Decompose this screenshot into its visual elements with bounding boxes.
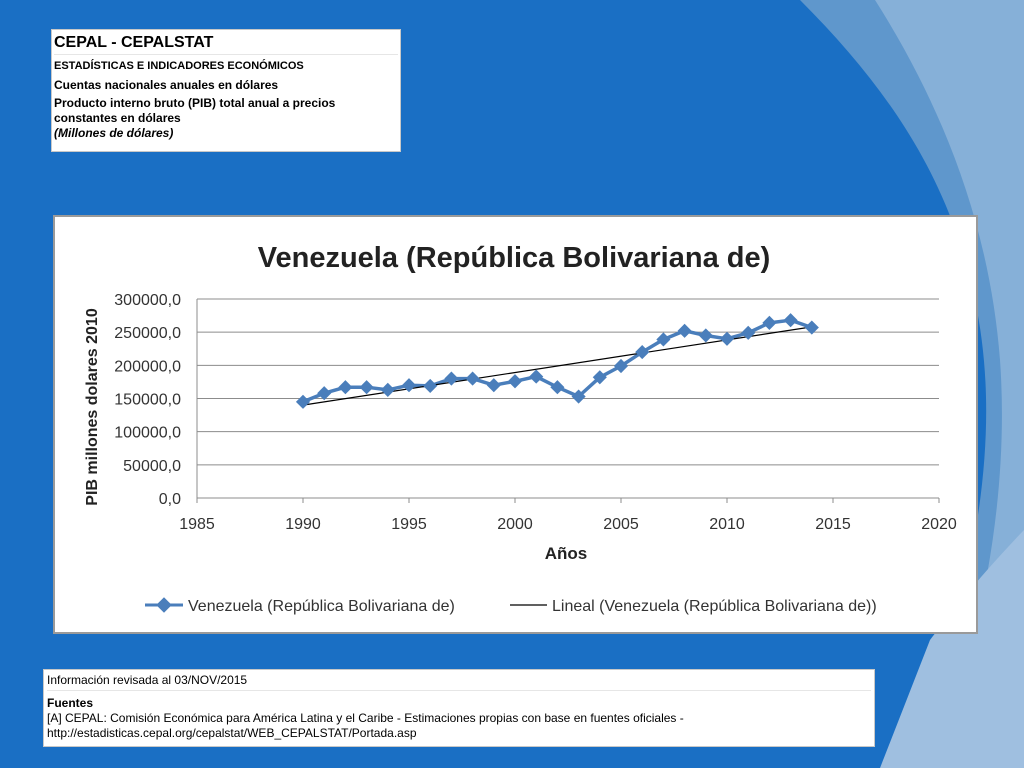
gdp-chart: 0,0 50000,0 100000,0 150000,0 200000,0 250000…	[53, 215, 978, 634]
x-tick-label: 2005	[603, 516, 639, 533]
data-point-marker	[741, 325, 756, 340]
header-title: CEPAL - CEPALSTAT	[54, 32, 398, 55]
y-tick-label: 0,0	[159, 491, 181, 508]
chart-series	[295, 313, 819, 409]
chart-title: Venezuela (República Bolivariana de)	[258, 242, 771, 274]
data-point-marker	[571, 389, 586, 404]
data-point-marker	[317, 386, 332, 401]
data-point-marker	[804, 320, 819, 335]
y-tick-label: 200000,0	[114, 358, 181, 375]
data-point-marker	[380, 382, 395, 397]
chart-canvas: 0,0 50000,0 100000,0 150000,0 200000,0 250000…	[84, 242, 957, 615]
chart-gridlines	[197, 298, 939, 466]
x-tick-label: 1995	[391, 516, 427, 533]
data-point-marker	[359, 380, 374, 395]
data-point-marker	[783, 313, 798, 328]
header-units: (Millones de dólares)	[54, 126, 174, 140]
data-point-marker	[613, 358, 629, 374]
data-point-marker	[423, 378, 438, 393]
data-point-marker	[635, 344, 650, 360]
y-tick-label: 50000,0	[123, 458, 181, 475]
y-tick-label: 250000,0	[114, 325, 181, 342]
header-subcategory: Cuentas nacionales anuales en dólares	[54, 78, 279, 92]
data-point-marker	[338, 380, 353, 395]
legend-series-swatch-marker	[156, 597, 172, 613]
data-point-marker	[401, 378, 417, 393]
x-tick-label: 2010	[709, 516, 745, 533]
data-point-marker	[529, 369, 544, 384]
data-point-marker	[719, 331, 735, 346]
data-point-marker	[762, 315, 777, 330]
source-url: http://estadisticas.cepal.org/cepalstat/…	[47, 726, 417, 740]
data-point-marker	[550, 380, 565, 395]
legend-series-label: Venezuela (República Bolivariana de)	[188, 598, 455, 615]
data-point-marker	[295, 394, 311, 409]
revision-date: Información revisada al 03/NOV/2015	[47, 673, 871, 691]
x-tick-label: 1985	[179, 516, 215, 533]
data-point-marker	[698, 328, 713, 343]
data-point-marker	[444, 371, 459, 386]
y-axis-label: PIB millones dolares 2010	[84, 308, 101, 506]
header-indicator-line1: Producto interno bruto (PIB) total anual…	[54, 96, 336, 110]
y-tick-label: 150000,0	[114, 392, 181, 409]
x-tick-label: 2015	[815, 516, 851, 533]
header-indicator-line2: constantes en dólares	[54, 111, 181, 125]
data-point-marker	[592, 370, 607, 385]
sources-label: Fuentes	[47, 696, 94, 710]
source-footer-box: Información revisada al 03/NOV/2015 Fuen…	[43, 669, 875, 747]
data-point-marker	[677, 323, 692, 338]
source-header-box: CEPAL - CEPALSTAT ESTADÍSTICAS E INDICAD…	[51, 29, 401, 152]
data-point-marker	[507, 374, 523, 389]
legend-trendline-label: Lineal (Venezuela (República Bolivariana…	[552, 598, 877, 615]
data-point-marker	[465, 371, 480, 386]
x-tick-label: 1990	[285, 516, 321, 533]
x-tick-label: 2000	[497, 516, 533, 533]
y-tick-label: 100000,0	[114, 425, 181, 442]
chart-axes: 0,0 50000,0 100000,0 150000,0 200000,0 250000…	[114, 292, 957, 533]
data-point-marker	[656, 332, 671, 347]
x-axis-label: Años	[545, 544, 588, 563]
chart-legend: Venezuela (República Bolivariana de) Lin…	[145, 597, 877, 615]
data-point-marker	[486, 378, 501, 393]
source-line-1: [A] CEPAL: Comisión Económica para Améri…	[47, 711, 684, 725]
y-tick-label: 300000,0	[114, 292, 181, 309]
header-category: ESTADÍSTICAS E INDICADORES ECONÓMICOS	[54, 60, 304, 72]
x-tick-label: 2020	[921, 516, 957, 533]
